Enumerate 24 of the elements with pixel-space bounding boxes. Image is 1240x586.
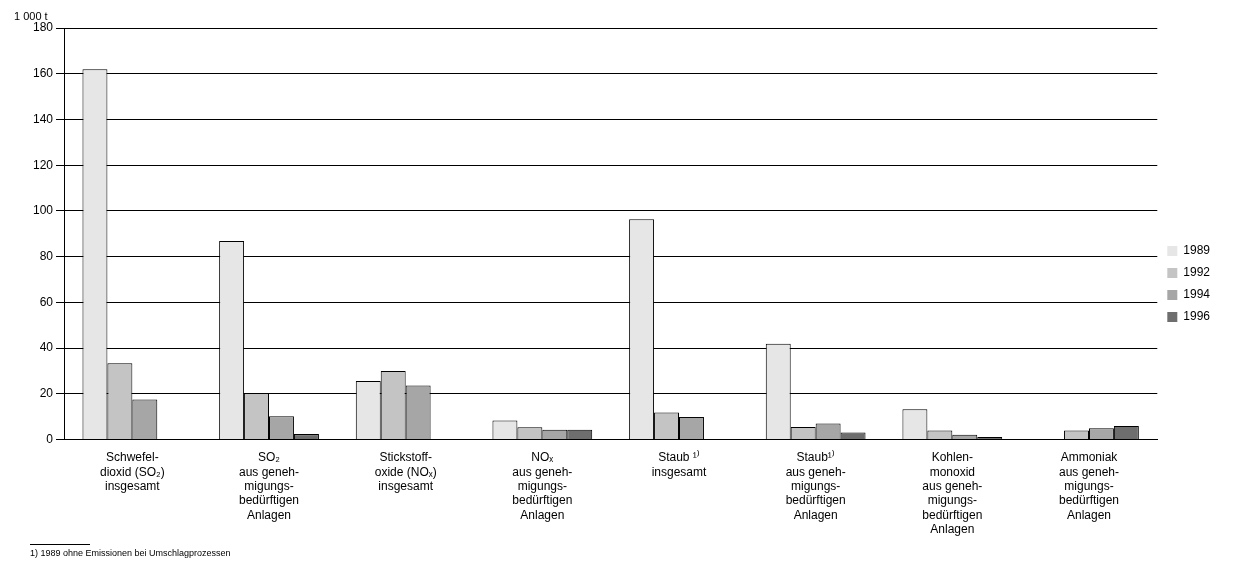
x-tick-label: Kohlen- monoxid aus geneh- migungs- bedürftigen Anlagen: [922, 450, 983, 537]
text: 1) 1989 ohne Emissionen bei Umschlagprozessen: [30, 548, 231, 558]
y-tick-label: 40: [39, 340, 54, 355]
x-tick-label: Staub ¹⁾ insgesamt: [651, 450, 707, 479]
y-tick-label: 0: [46, 431, 54, 446]
y-tick-label: 60: [39, 294, 54, 309]
x-tick-label: NOₓ aus geneh- migungs- bedürftigen Anlagen: [512, 450, 573, 522]
y-tick-label: 80: [39, 248, 54, 263]
x-tick-label: Ammoniak aus geneh- migungs- bedürftigen Anlagen: [1058, 450, 1119, 522]
x-tick-label: Stickstoff- oxide (NOₓ) insgesamt: [374, 450, 437, 493]
legend-label: 1989: [1183, 243, 1211, 258]
y-tick-label: 120: [32, 157, 54, 172]
y-tick-label: 160: [32, 66, 54, 81]
x-tick-label: Staub¹⁾ aus geneh- migungs- bedürftigen Anlagen: [785, 450, 846, 522]
x-tick-label: SO₂ aus geneh- migungs- bedürftigen Anlagen: [238, 450, 300, 522]
y-tick-label: 100: [32, 203, 54, 218]
y-tick-label: 140: [32, 111, 54, 126]
legend-label: 1996: [1183, 309, 1211, 324]
y-axis-title: 1 000 t: [14, 9, 48, 22]
legend-label: 1992: [1183, 265, 1211, 280]
x-tick-label: Schwefel- dioxid (SO₂) insgesamt: [100, 450, 165, 493]
y-tick-label: 20: [39, 386, 54, 401]
y-tick-label: 180: [32, 20, 54, 35]
legend-label: 1994: [1183, 287, 1211, 302]
